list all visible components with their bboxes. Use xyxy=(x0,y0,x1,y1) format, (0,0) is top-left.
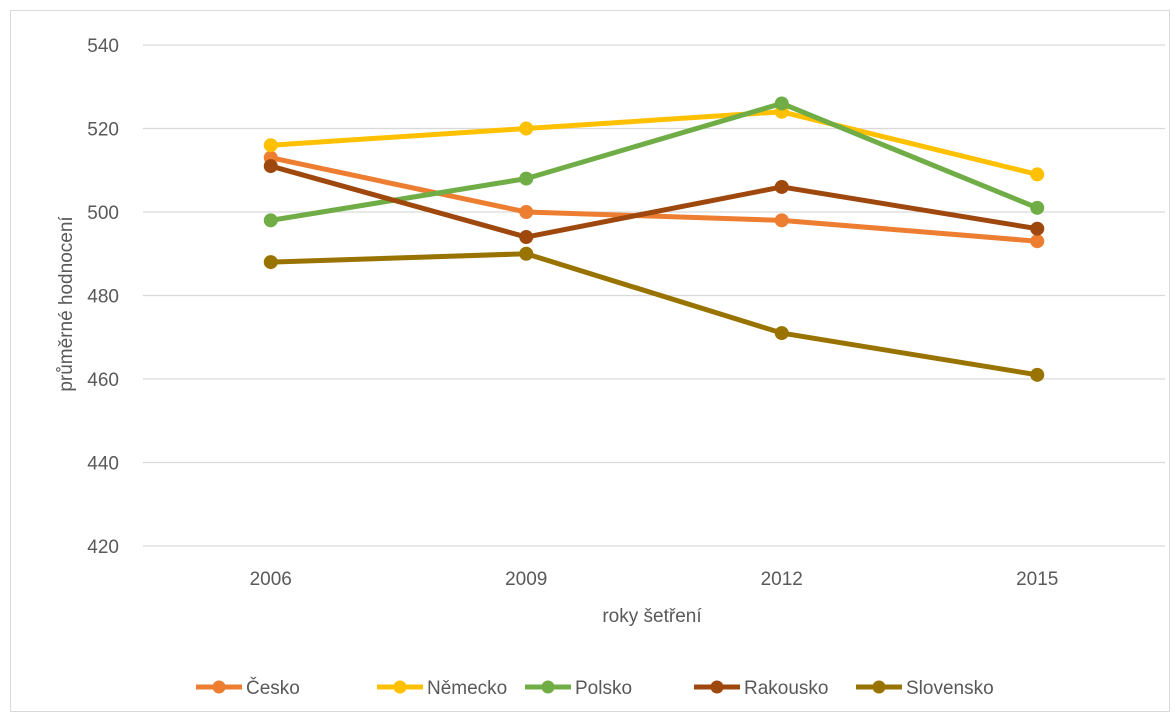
y-tick-label: 420 xyxy=(87,537,119,558)
data-point xyxy=(1030,367,1045,382)
data-point xyxy=(774,213,789,228)
legend-label: Česko xyxy=(246,677,300,699)
legend-label: Slovensko xyxy=(906,678,994,699)
y-tick-label: 520 xyxy=(87,120,119,141)
legend-swatch-marker xyxy=(710,680,724,694)
y-tick-label: 440 xyxy=(87,454,119,475)
legend-label: Polsko xyxy=(575,678,632,699)
line-chart: 420 440 460 480 500 520 540 2006 2009 2012 2015 r… xyxy=(56,36,1165,699)
legend-swatch-marker xyxy=(872,680,886,694)
data-point xyxy=(519,171,534,186)
series-Rakousko xyxy=(263,159,1045,245)
series-line xyxy=(268,251,1040,378)
y-axis-label: průměrné hodnocení xyxy=(56,216,77,392)
data-point xyxy=(1030,200,1045,215)
series-lines xyxy=(263,96,1045,382)
data-point xyxy=(1030,221,1045,236)
series-Německo xyxy=(263,104,1045,182)
legend-item: Slovensko xyxy=(856,678,994,699)
legend-item: Česko xyxy=(196,677,300,699)
series-Slovensko xyxy=(263,246,1045,382)
x-tick-label: 2009 xyxy=(505,569,547,590)
data-point xyxy=(1030,234,1045,249)
y-tick-label: 460 xyxy=(87,370,119,391)
legend-item: Rakousko xyxy=(694,678,829,699)
legend: Česko Německo Polsko Rakousko Slovensko xyxy=(196,677,994,699)
legend-swatch-marker xyxy=(541,680,555,694)
data-point xyxy=(519,230,534,245)
y-axis-ticks: 420 440 460 480 500 520 540 xyxy=(87,36,119,558)
series-line xyxy=(268,155,1040,244)
data-point xyxy=(519,246,534,261)
series-line xyxy=(268,109,1040,177)
x-axis-label: roky šetření xyxy=(602,606,702,627)
data-point xyxy=(263,159,278,174)
data-point xyxy=(774,96,789,111)
x-tick-label: 2012 xyxy=(761,569,803,590)
data-point xyxy=(263,138,278,153)
y-tick-label: 480 xyxy=(87,287,119,308)
x-tick-label: 2006 xyxy=(250,569,292,590)
y-tick-label: 540 xyxy=(87,36,119,57)
x-axis-ticks: 2006 2009 2012 2015 xyxy=(250,569,1059,590)
series-line xyxy=(268,163,1040,240)
chart-frame: 420 440 460 480 500 520 540 2006 2009 2012 2015 r… xyxy=(10,10,1170,712)
data-point xyxy=(263,213,278,228)
data-point xyxy=(774,326,789,341)
x-tick-label: 2015 xyxy=(1016,569,1058,590)
y-tick-label: 500 xyxy=(87,203,119,224)
legend-swatch-marker xyxy=(212,680,226,694)
series-Česko xyxy=(263,150,1045,249)
legend-label: Rakousko xyxy=(744,678,829,699)
data-point xyxy=(1030,167,1045,182)
data-point xyxy=(519,205,534,219)
legend-item: Německo xyxy=(377,678,507,699)
legend-item: Polsko xyxy=(525,678,632,699)
legend-label: Německo xyxy=(427,678,507,699)
series-Polsko xyxy=(263,96,1045,228)
data-point xyxy=(263,255,278,270)
data-point xyxy=(774,179,789,194)
data-point xyxy=(519,121,534,136)
legend-swatch-marker xyxy=(393,680,407,694)
